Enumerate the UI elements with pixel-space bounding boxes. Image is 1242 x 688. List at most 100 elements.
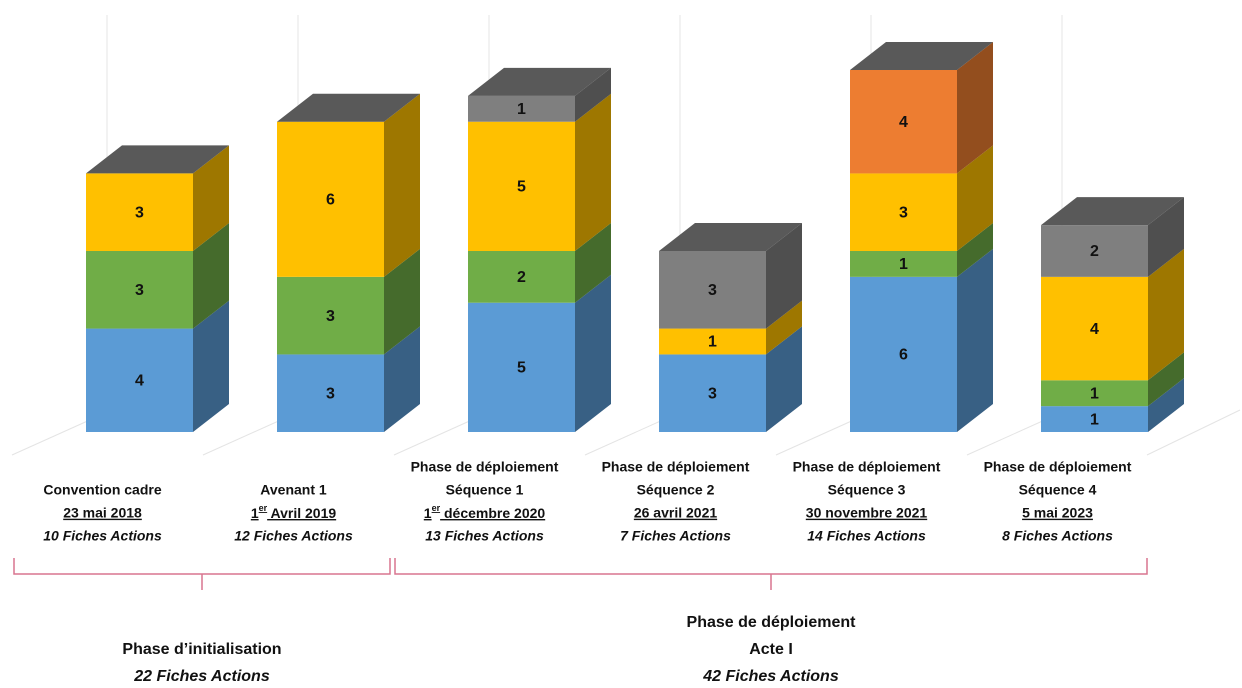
bar-segment bbox=[86, 328, 193, 432]
category-label: 26 avril 2021 bbox=[634, 505, 718, 521]
bar-top bbox=[468, 67, 611, 96]
label-part: 1 bbox=[251, 505, 259, 521]
bar-segment bbox=[468, 302, 575, 432]
segment-label: 5 bbox=[517, 179, 526, 196]
bar-side bbox=[193, 300, 229, 432]
category-label: Avenant 1 bbox=[260, 482, 327, 498]
bar-side bbox=[575, 274, 611, 432]
category-label: Phase de déploiement bbox=[793, 459, 941, 475]
bar-segment bbox=[850, 276, 957, 432]
category-label: 10 Fiches Actions bbox=[43, 528, 162, 544]
bar-top bbox=[1041, 197, 1184, 226]
segment-label: 1 bbox=[517, 101, 526, 118]
bar-segment bbox=[1041, 225, 1148, 277]
bar-side bbox=[766, 326, 802, 432]
category-label: Phase de déploiement bbox=[411, 459, 559, 475]
bar-side bbox=[766, 300, 802, 355]
bar-segment bbox=[277, 121, 384, 277]
segment-label: 4 bbox=[899, 114, 908, 131]
label-part: 1 bbox=[424, 505, 432, 521]
segment-label: 6 bbox=[899, 347, 908, 364]
category-label: Séquence 2 bbox=[637, 482, 715, 498]
category-label: 1er Avril 2019 bbox=[251, 503, 337, 520]
category-label: 8 Fiches Actions bbox=[1002, 528, 1113, 544]
segment-label: 3 bbox=[708, 282, 717, 299]
category-label: 7 Fiches Actions bbox=[620, 528, 731, 544]
group-total: 22 Fiches Actions bbox=[133, 668, 270, 685]
bar-segment bbox=[468, 95, 575, 122]
bar-side bbox=[1148, 352, 1184, 407]
category-label: 13 Fiches Actions bbox=[425, 528, 544, 544]
segment-label: 3 bbox=[135, 204, 144, 221]
bar-side bbox=[957, 42, 993, 174]
category-label: Convention cadre bbox=[43, 482, 161, 498]
segment-label: 1 bbox=[1090, 411, 1099, 428]
bar-segment bbox=[850, 70, 957, 174]
bar-segment bbox=[659, 328, 766, 355]
group-bracket bbox=[394, 558, 1148, 590]
group-title: Phase de déploiement bbox=[687, 614, 857, 631]
label-part: Avril 2019 bbox=[267, 505, 336, 521]
bar-segment bbox=[277, 276, 384, 355]
label-part: er bbox=[432, 503, 441, 513]
bar-segment bbox=[468, 251, 575, 303]
bar-segment bbox=[1041, 380, 1148, 407]
category-label: Séquence 1 bbox=[446, 482, 524, 498]
bar-segment bbox=[659, 251, 766, 329]
segment-label: 4 bbox=[135, 373, 144, 390]
segment-label: 3 bbox=[899, 204, 908, 221]
category-label: Séquence 4 bbox=[1019, 482, 1097, 498]
bar-side bbox=[575, 67, 611, 122]
segment-label: 1 bbox=[1090, 385, 1099, 402]
segment-label: 3 bbox=[326, 385, 335, 402]
bar-side bbox=[384, 93, 420, 277]
category-label: 14 Fiches Actions bbox=[807, 528, 926, 544]
segment-label: 6 bbox=[326, 192, 335, 209]
bar-segment bbox=[86, 173, 193, 251]
segment-label: 3 bbox=[326, 308, 335, 325]
category-label: 23 mai 2018 bbox=[63, 505, 142, 521]
category-label: Phase de déploiement bbox=[984, 459, 1132, 475]
bar-side bbox=[575, 223, 611, 303]
floor-line bbox=[1146, 409, 1241, 456]
group-total: 42 Fiches Actions bbox=[702, 668, 839, 685]
bar-top bbox=[850, 42, 993, 70]
bar-side bbox=[957, 248, 993, 432]
bar-side bbox=[1148, 197, 1184, 277]
segment-label: 4 bbox=[1090, 321, 1099, 338]
group-bracket bbox=[13, 558, 391, 590]
bar-top bbox=[659, 223, 802, 251]
segment-label: 1 bbox=[899, 256, 908, 273]
bar-segment bbox=[850, 251, 957, 277]
category-label: 1er décembre 2020 bbox=[424, 503, 546, 520]
segment-label: 1 bbox=[708, 334, 717, 351]
category-label: 30 novembre 2021 bbox=[806, 505, 928, 521]
label-part: er bbox=[259, 503, 268, 513]
category-label: 12 Fiches Actions bbox=[234, 528, 353, 544]
bar-side bbox=[1148, 248, 1184, 381]
category-label: 5 mai 2023 bbox=[1022, 505, 1093, 521]
bar-side bbox=[384, 248, 420, 355]
bar-side bbox=[193, 145, 229, 251]
bar-segment bbox=[1041, 406, 1148, 432]
segment-label: 2 bbox=[1090, 243, 1099, 260]
bar-side bbox=[193, 223, 229, 329]
bar-segment bbox=[86, 251, 193, 329]
group-title: Acte I bbox=[749, 641, 793, 658]
bar-side bbox=[1148, 378, 1184, 432]
segment-label: 3 bbox=[708, 385, 717, 402]
segment-label: 3 bbox=[135, 282, 144, 299]
bar-side bbox=[957, 223, 993, 277]
bar-top bbox=[86, 145, 229, 174]
bar-side bbox=[384, 326, 420, 432]
label-part: décembre 2020 bbox=[440, 505, 545, 521]
group-title: Phase d’initialisation bbox=[122, 641, 281, 658]
category-label: Phase de déploiement bbox=[602, 459, 750, 475]
bar-side bbox=[575, 93, 611, 251]
segment-label: 2 bbox=[517, 269, 526, 286]
bar-segment bbox=[468, 121, 575, 251]
bar-side bbox=[957, 145, 993, 251]
bar-segment bbox=[659, 354, 766, 432]
bar-segment bbox=[850, 173, 957, 251]
